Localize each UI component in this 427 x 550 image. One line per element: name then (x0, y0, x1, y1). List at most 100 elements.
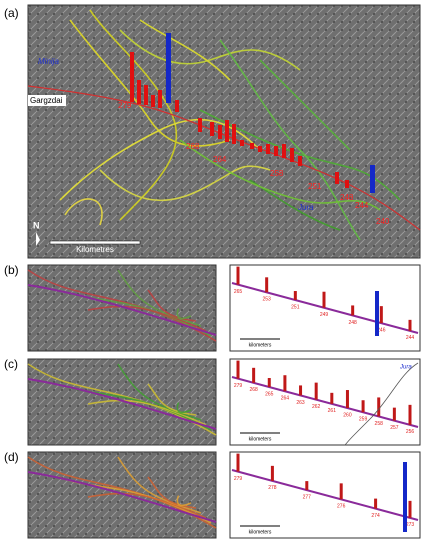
route-marker: 277 (303, 494, 312, 500)
route-marker: 258 (270, 169, 284, 178)
route-marker: 244 (406, 335, 415, 341)
bar-max (375, 291, 379, 336)
route (27, 284, 217, 336)
diagram (229, 451, 421, 539)
photo (27, 451, 217, 539)
path-overlay (27, 456, 217, 529)
path-overlay (117, 456, 202, 514)
route-marker: 240 (376, 217, 390, 226)
path-overlay (176, 495, 192, 506)
path-overlay (87, 492, 207, 519)
route-marker: 260 (343, 412, 352, 418)
path-overlay (117, 363, 202, 421)
path-overlay (147, 476, 197, 509)
route-marker: 273 (406, 522, 415, 528)
bar (322, 291, 326, 308)
route-marker: 268 (186, 142, 200, 151)
route-marker: 265 (265, 391, 274, 397)
route-marker: 251 (308, 182, 322, 191)
route-marker: 262 (312, 404, 321, 410)
bar (236, 360, 240, 379)
route-marker: 265 (234, 289, 243, 295)
path-overlay (147, 289, 197, 322)
route-marker: 249 (320, 312, 329, 318)
scale-label: kilometers (249, 436, 272, 442)
bar (345, 390, 349, 409)
route (27, 85, 421, 231)
panel-label: (b) (4, 263, 19, 277)
path-overlay (27, 269, 217, 342)
photo (27, 264, 217, 352)
path-overlay (176, 308, 192, 319)
bar (236, 266, 240, 285)
route-marker: 278 (268, 485, 277, 491)
bar (283, 375, 287, 392)
route-marker: 244 (355, 201, 369, 210)
path-overlay (147, 383, 197, 416)
place-label: Minija (38, 57, 59, 66)
route-marker: 257 (390, 425, 399, 431)
panel-label: (d) (4, 450, 19, 464)
bar (265, 277, 269, 293)
route-marker: 253 (262, 297, 271, 303)
scale-label: Kilometres (76, 245, 114, 254)
route-marker: 251 (291, 304, 300, 310)
route-marker: 246 (377, 327, 386, 333)
photo (27, 358, 217, 446)
bar (299, 385, 303, 396)
bar (339, 483, 343, 500)
bar (408, 404, 412, 425)
panel-label: (c) (4, 357, 18, 371)
place-label: Jura (297, 203, 314, 212)
bar (377, 397, 381, 417)
river (344, 362, 419, 446)
route-marker: 279 (118, 101, 132, 110)
route-marker: 258 (375, 421, 384, 427)
bar (270, 465, 274, 481)
route-marker: 264 (281, 396, 290, 402)
bars-a (130, 52, 349, 188)
bar-max (403, 462, 407, 532)
bar (408, 319, 412, 331)
bar (379, 306, 383, 324)
paths-yellow (59, 9, 301, 226)
route-marker: 261 (328, 408, 337, 414)
bar (351, 305, 355, 316)
bar (293, 291, 297, 301)
place-label: Jura (399, 365, 412, 371)
place-label: Gargzdai (30, 96, 63, 105)
route (231, 282, 419, 334)
north-icon (36, 232, 40, 246)
bar (305, 481, 309, 491)
path-overlay (87, 305, 207, 332)
bar (267, 378, 271, 388)
route-marker: 279 (234, 476, 243, 482)
route-marker: 248 (340, 193, 354, 202)
bar (314, 382, 318, 400)
route-marker: 263 (296, 400, 305, 406)
map-a (27, 4, 421, 259)
route-marker: 274 (371, 513, 380, 519)
bar-max (166, 33, 171, 103)
bar (236, 453, 240, 472)
bar (408, 500, 412, 518)
route-marker: 276 (337, 504, 346, 510)
path-overlay (176, 402, 192, 413)
scale-bar (49, 240, 141, 245)
path-overlay (27, 363, 217, 436)
bar (374, 498, 378, 509)
route (231, 376, 419, 428)
scale-label: kilometers (249, 342, 272, 348)
route (27, 471, 217, 523)
label-bg (28, 95, 66, 106)
bar (330, 392, 334, 404)
route-marker: 279 (234, 383, 243, 389)
path-overlay (117, 269, 202, 327)
route-marker: 268 (249, 387, 258, 393)
route-marker: 248 (348, 320, 357, 326)
route (27, 378, 217, 430)
bar-max (370, 165, 375, 193)
bar (392, 407, 396, 421)
route-marker: 259 (359, 417, 368, 423)
